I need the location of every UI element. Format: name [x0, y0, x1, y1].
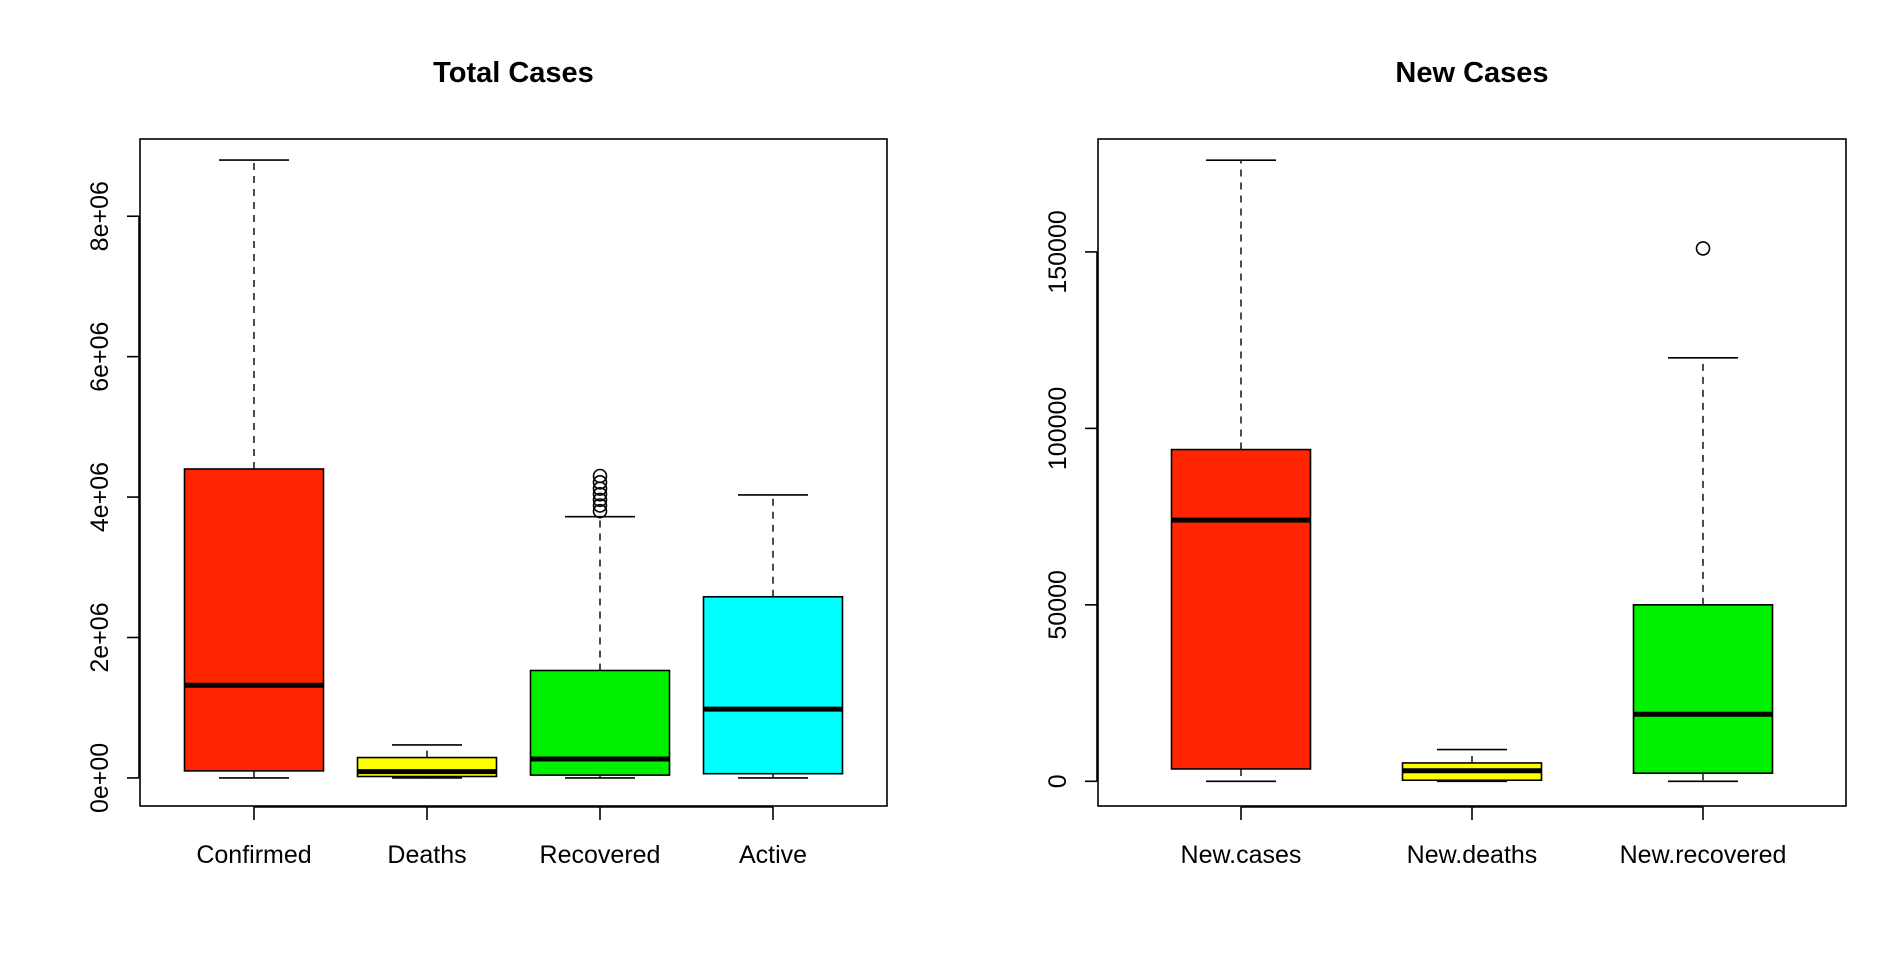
outlier-point [592, 503, 608, 519]
x-tick-label-active: Active [739, 841, 807, 869]
x-tick-label-recovered: Recovered [540, 841, 661, 869]
y-tick-label: 100000 [1044, 387, 1072, 470]
chart-title: Total Cases [433, 57, 594, 89]
x-tick-label-deaths: Deaths [387, 841, 466, 869]
y-tick-label: 2e+06 [86, 602, 114, 672]
chart-title: New Cases [1395, 57, 1548, 89]
y-tick-label: 0e+00 [86, 743, 114, 813]
box-rect [1170, 448, 1312, 770]
y-axis: 0e+00 2e+06 4e+06 6e+06 8e+06 [86, 181, 140, 813]
x-axis: Confirmed Deaths Recovered Active [196, 806, 807, 869]
y-tick-label: 50000 [1044, 570, 1072, 640]
box-active [702, 494, 844, 779]
box-rect [183, 468, 325, 772]
box-rect [1632, 604, 1774, 774]
x-tick-label-confirmed: Confirmed [196, 841, 311, 869]
plot-frame [139, 138, 888, 807]
x-tick-label-new-deaths: New.deaths [1407, 841, 1538, 869]
outlier-point [592, 492, 608, 508]
box-recovered [529, 468, 671, 779]
x-tick-label-new-recovered: New.recovered [1620, 841, 1787, 869]
y-tick-label: 0 [1044, 774, 1072, 788]
y-tick-label: 6e+06 [86, 322, 114, 392]
outlier-point [592, 498, 608, 513]
outlier-point [592, 468, 608, 484]
x-axis: New.cases New.deaths New.recovered [1181, 806, 1787, 869]
total-cases-panel: Total Cases 0e+00 2e+06 4e+06 6e+06 8e+06 Con… [86, 57, 888, 869]
plot-frame [1097, 138, 1847, 807]
box-new-cases [1170, 159, 1312, 783]
box-new-deaths [1401, 748, 1543, 783]
y-tick-label: 8e+06 [86, 181, 114, 251]
x-tick-label-new-cases: New.cases [1181, 841, 1302, 869]
y-tick-label: 150000 [1044, 210, 1072, 293]
y-axis: 0 50000 100000 150000 [1044, 210, 1098, 788]
box-new-recovered [1632, 241, 1774, 783]
outlier-point [1695, 241, 1711, 256]
outlier-point [592, 475, 608, 490]
box-rect [702, 595, 844, 775]
outlier-point [592, 486, 608, 502]
y-tick-label: 4e+06 [86, 462, 114, 532]
box-confirmed [183, 159, 325, 779]
box-deaths [356, 744, 498, 779]
